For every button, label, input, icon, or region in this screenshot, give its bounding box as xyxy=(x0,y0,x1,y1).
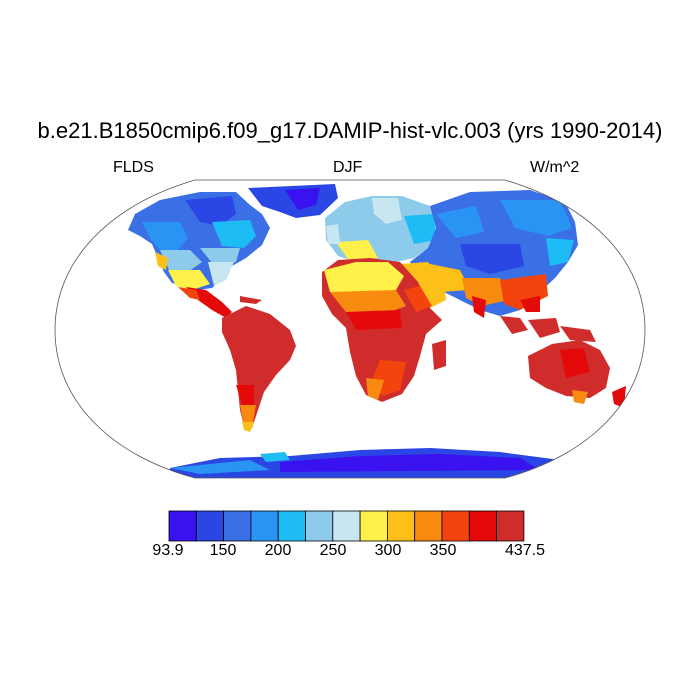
colorbar-swatch xyxy=(414,510,443,542)
season-label: DJF xyxy=(333,159,363,176)
colorbar-swatch xyxy=(195,510,224,542)
colorbar-tick-label: 200 xyxy=(264,542,292,559)
colorbar-swatch xyxy=(168,510,197,542)
colorbar-swatch xyxy=(277,510,306,542)
colorbar-tick-label: 150 xyxy=(209,542,237,559)
colorbar xyxy=(168,510,528,547)
map-title: b.e21.B1850cmip6.f09_g17.DAMIP-hist-vlc.… xyxy=(37,118,663,143)
map-boundary xyxy=(54,179,646,479)
colorbar-tick-label: 437.5 xyxy=(504,542,546,559)
colorbar-tick-label: 350 xyxy=(429,542,457,559)
colorbar-swatch xyxy=(386,510,416,542)
colorbar-swatch xyxy=(359,510,388,542)
colorbar-tick-label: 93.9 xyxy=(152,542,184,559)
colorbar-swatch xyxy=(250,510,279,542)
colorbar-swatch xyxy=(332,510,361,542)
colorbar-swatch xyxy=(468,510,497,542)
variable-label: FLDS xyxy=(113,159,154,176)
colorbar-swatch xyxy=(223,510,252,542)
colorbar-swatch xyxy=(441,510,470,542)
colorbar-tick-label: 250 xyxy=(319,542,347,559)
colorbar-tick-label: 300 xyxy=(374,542,402,559)
colorbar-swatch xyxy=(496,510,525,542)
units-label: W/m^2 xyxy=(530,159,580,176)
colorbar-swatch xyxy=(305,510,334,542)
south-america xyxy=(222,306,296,428)
